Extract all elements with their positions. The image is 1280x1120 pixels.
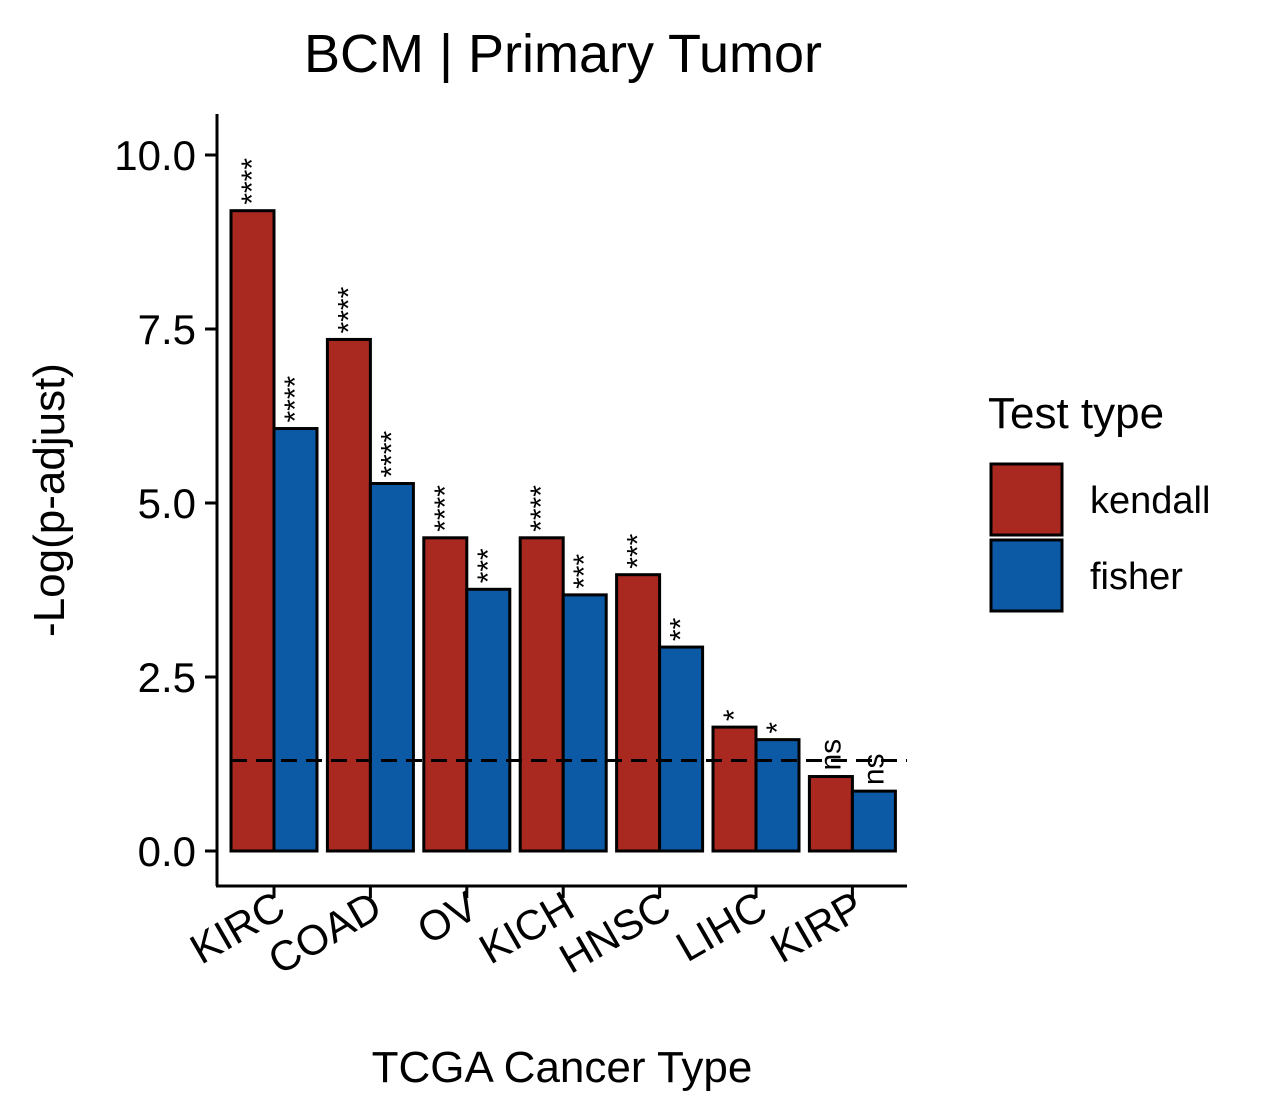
bar-kendall-kirc: [229, 209, 276, 853]
bar-kendall-coad: [325, 337, 372, 853]
bar-fisher-ov: [465, 587, 512, 853]
y-tick-label: 10.0: [114, 132, 196, 179]
y-axis-label: -Log(p-adjust): [25, 363, 74, 637]
bar-kendall-kich: [518, 536, 565, 853]
y-tick-label: 5.0: [138, 480, 196, 527]
bar-fisher-coad: [368, 482, 415, 853]
bar-fisher-hnsc: [658, 645, 705, 853]
legend-title: Test type: [988, 389, 1164, 438]
significance-label-kendall-kirc: ****: [236, 158, 269, 205]
x-axis-label: TCGA Cancer Type: [372, 1043, 753, 1092]
y-axis: 0.0 2.5 5.0 7.5 10.0: [114, 114, 219, 886]
bar-kendall-ov: [422, 536, 469, 853]
significance-labels: *************************************ns n…: [236, 158, 890, 785]
y-tick-label: 2.5: [138, 654, 196, 701]
bar-fisher-lihc: [754, 738, 801, 853]
chart-title: BCM | Primary Tumor: [304, 24, 822, 84]
x-tick-label-ov: OV: [409, 882, 485, 953]
significance-label-kendall-hnsc: ***: [622, 533, 655, 568]
bar-fisher-kirc: [272, 427, 319, 853]
legend-label-fisher: fisher: [1090, 556, 1183, 598]
bar-fisher-kirp: [850, 789, 897, 853]
legend-label-kendall: kendall: [1090, 480, 1210, 522]
significance-label-fisher-lihc: *: [761, 722, 794, 734]
significance-label-kendall-kirp: ns: [814, 739, 847, 771]
significance-label-kendall-ov: ****: [429, 485, 462, 532]
x-tick-label-coad: COAD: [260, 882, 389, 983]
significance-label-kendall-kich: ****: [525, 485, 558, 532]
bars-group: [229, 209, 897, 853]
significance-label-fisher-coad: ****: [375, 430, 408, 477]
bar-kendall-lihc: [711, 725, 758, 853]
x-tick-label-lihc: LIHC: [668, 882, 774, 971]
significance-label-fisher-ov: ***: [472, 548, 505, 583]
bar-kendall-hnsc: [615, 573, 662, 853]
significance-label-kendall-coad: ****: [332, 286, 365, 333]
significance-label-fisher-hnsc: **: [665, 617, 698, 641]
significance-label-fisher-kich: ***: [568, 554, 601, 589]
plot-area: *************************************ns n…: [229, 158, 907, 853]
legend-swatch-kendall: [989, 462, 1064, 537]
significance-label-fisher-kirc: ****: [279, 376, 312, 423]
significance-label-kendall-lihc: *: [718, 709, 751, 721]
bar-kendall-kirp: [807, 775, 854, 853]
bar-fisher-kich: [561, 593, 608, 853]
significance-label-fisher-kirp: ns: [857, 753, 890, 785]
y-tick-label: 0.0: [138, 828, 196, 875]
x-tick-label-kirp: KIRP: [763, 882, 871, 972]
y-tick-label: 7.5: [138, 306, 196, 353]
legend-items: kendall fisher: [989, 462, 1210, 613]
x-tick-label-hnsc: HNSC: [552, 882, 679, 982]
legend-swatch-fisher: [989, 538, 1064, 613]
y-ticks: 0.0 2.5 5.0 7.5 10.0: [114, 132, 217, 875]
legend: Test type kendall fisher: [988, 389, 1210, 613]
